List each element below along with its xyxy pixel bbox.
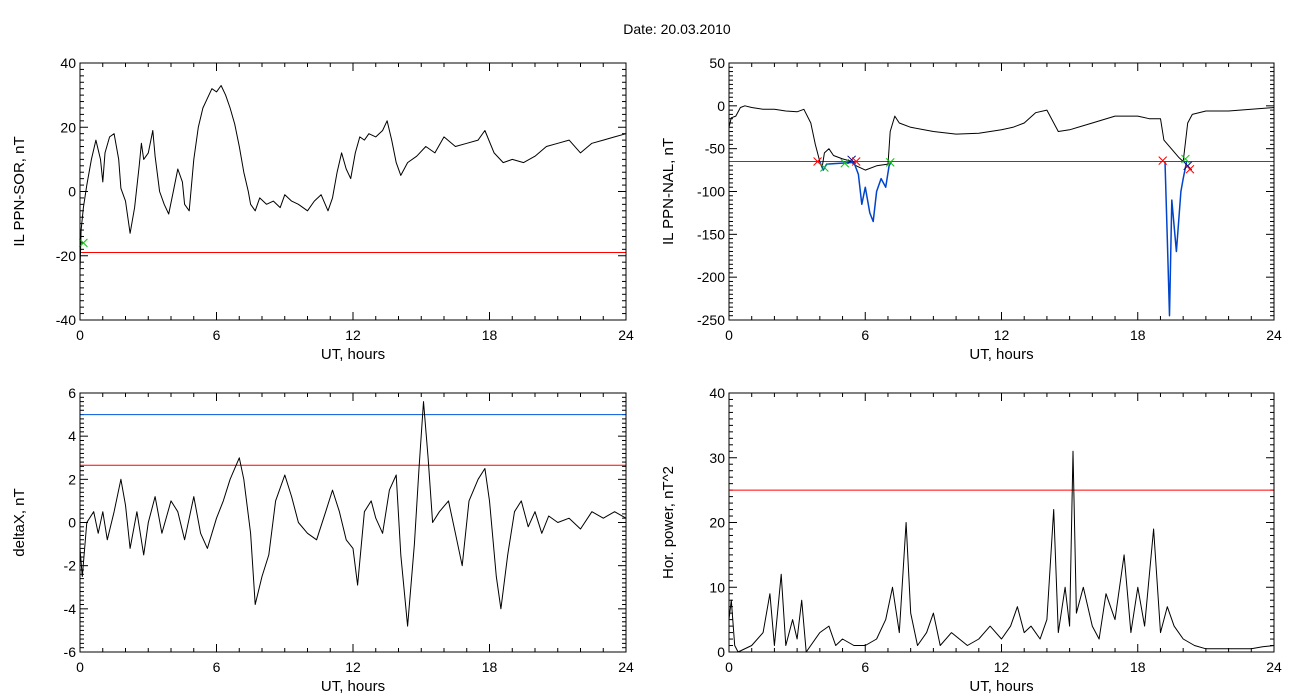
x-tick-label: 18 [482,659,498,675]
chart-nal: 0 6 12 18 24 -250 -200 -150 -100 -50 0 50 UT, hours I… [660,55,1282,363]
plot-frame [728,392,1275,653]
event-marker [847,155,856,165]
x-axis-title: UT, hours [969,346,1033,363]
x-tick-label: 6 [861,327,869,343]
event-marker [1158,156,1168,166]
marker-stroke [820,163,829,172]
x-tick-label: 18 [1130,659,1146,675]
x-tick-label: 12 [994,659,1010,675]
y-tick-label: -250 [697,312,725,328]
y-axis-title: deltaX, nT [11,488,28,556]
y-tick-label: 10 [709,579,725,595]
y-tick-label: 30 [709,450,725,466]
x-tick-label: 0 [725,327,733,343]
y-tick-label: 40 [709,385,725,401]
y-tick-label: -40 [56,312,76,328]
series-line [819,161,893,223]
y-tick-label: 0 [68,515,76,531]
series-line [728,450,1275,653]
event-marker [813,157,822,166]
y-axis-title: Hor. power, nT^2 [660,466,677,579]
series-line [728,105,1275,171]
x-tick-label: 6 [213,327,221,343]
plot-frame [79,392,627,653]
y-tick-label: 40 [60,55,76,71]
x-tick-label: 12 [345,327,361,343]
event-marker [79,238,88,248]
x-tick-label: 12 [345,659,361,675]
x-axis-title: UT, hours [321,346,385,363]
y-tick-label: -150 [697,226,725,242]
event-marker [820,163,829,172]
y-tick-label: -4 [64,601,77,617]
marker-stroke [1181,154,1190,164]
marker-stroke [813,157,822,166]
x-axis-title: UT, hours [321,678,385,695]
x-tick-label: 18 [1130,327,1146,343]
event-marker [840,158,850,168]
series-line [1164,161,1188,317]
y-tick-label: -20 [56,248,76,264]
marker-stroke [1183,161,1193,171]
marker-stroke [847,155,856,165]
marker-stroke [840,158,850,168]
series-line [79,401,627,627]
x-tick-label: 6 [861,659,869,675]
x-tick-label: 24 [618,327,634,343]
y-tick-label: 6 [68,385,76,401]
event-marker [1185,164,1195,174]
marker-stroke [1158,156,1168,166]
x-axis-title: UT, hours [969,678,1033,695]
y-tick-label: 50 [709,55,725,71]
x-tick-label: 24 [618,659,634,675]
y-tick-label: -6 [64,644,77,660]
y-axis-title: IL PPN-SOR, nT [11,136,28,246]
date-title: Date: 20.03.2010 [623,21,731,37]
marker-stroke [1185,164,1195,174]
x-tick-label: 12 [994,327,1010,343]
series-line [79,85,627,272]
y-tick-label: 20 [709,515,725,531]
plot-frame [728,62,1275,321]
y-tick-label: 20 [60,119,76,135]
x-tick-label: 24 [1266,327,1282,343]
event-marker [851,157,861,166]
y-tick-label: 0 [68,184,76,200]
y-tick-label: -50 [705,141,725,157]
event-marker [885,158,895,167]
y-tick-label: 4 [68,428,76,444]
marker-stroke [885,158,895,167]
x-tick-label: 18 [482,327,498,343]
chart-power: 0 6 12 18 24 0 10 20 30 40 UT, hours Hor. power, nT… [660,385,1282,695]
y-tick-label: 2 [68,471,76,487]
marker-stroke [851,157,861,166]
x-tick-label: 6 [213,659,221,675]
x-tick-label: 24 [1266,659,1282,675]
x-tick-label: 0 [725,659,733,675]
x-tick-label: 0 [76,327,84,343]
y-tick-label: 0 [717,98,725,114]
y-tick-label: -200 [697,269,725,285]
x-tick-label: 0 [76,659,84,675]
event-marker [1181,154,1190,164]
chart-sor: 0 6 12 18 24 -40 -20 0 20 40 UT, hours IL PPN-SOR, … [11,55,634,363]
y-tick-label: 0 [717,644,725,660]
y-axis-title: IL PPN-NAL, nT [660,138,677,245]
plot-frame [79,62,627,321]
marker-stroke [79,238,88,248]
y-tick-label: -100 [697,184,725,200]
y-tick-label: -2 [64,558,77,574]
